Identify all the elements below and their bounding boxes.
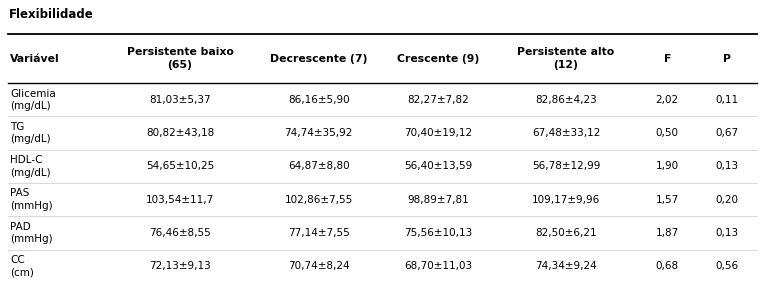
Text: 67,48±33,12: 67,48±33,12	[532, 128, 600, 138]
Text: 103,54±11,7: 103,54±11,7	[146, 195, 214, 205]
Text: 0,13: 0,13	[715, 228, 739, 238]
Text: 82,50±6,21: 82,50±6,21	[535, 228, 597, 238]
Text: 109,17±9,96: 109,17±9,96	[532, 195, 600, 205]
Text: 0,50: 0,50	[656, 128, 679, 138]
Text: 70,40±19,12: 70,40±19,12	[405, 128, 473, 138]
Text: Flexibilidade: Flexibilidade	[9, 8, 94, 21]
Text: F: F	[664, 54, 671, 63]
Text: 0,68: 0,68	[656, 261, 679, 271]
Text: 1,90: 1,90	[656, 161, 679, 171]
Text: PAD
(mmHg): PAD (mmHg)	[10, 222, 53, 244]
Text: 77,14±7,55: 77,14±7,55	[288, 228, 349, 238]
Text: Glicemia
(mg/dL): Glicemia (mg/dL)	[10, 89, 56, 111]
Text: 76,46±8,55: 76,46±8,55	[149, 228, 211, 238]
Text: 70,74±8,24: 70,74±8,24	[288, 261, 349, 271]
Text: 64,87±8,80: 64,87±8,80	[288, 161, 349, 171]
Text: 80,82±43,18: 80,82±43,18	[146, 128, 214, 138]
Text: PAS
(mmHg): PAS (mmHg)	[10, 188, 53, 211]
Text: 74,74±35,92: 74,74±35,92	[285, 128, 353, 138]
Text: 56,78±12,99: 56,78±12,99	[532, 161, 600, 171]
Text: Persistente alto
(12): Persistente alto (12)	[517, 47, 615, 70]
Text: 54,65±10,25: 54,65±10,25	[146, 161, 214, 171]
Text: 0,56: 0,56	[715, 261, 739, 271]
Text: Crescente (9): Crescente (9)	[397, 54, 479, 63]
Text: TG
(mg/dL): TG (mg/dL)	[10, 122, 50, 144]
Text: 56,40±13,59: 56,40±13,59	[405, 161, 473, 171]
Text: 0,13: 0,13	[715, 161, 739, 171]
Text: 1,87: 1,87	[656, 228, 679, 238]
Text: 72,13±9,13: 72,13±9,13	[149, 261, 211, 271]
Text: 2,02: 2,02	[656, 95, 679, 105]
Text: 98,89±7,81: 98,89±7,81	[408, 195, 470, 205]
Text: HDL-C
(mg/dL): HDL-C (mg/dL)	[10, 155, 50, 178]
Text: 74,34±9,24: 74,34±9,24	[535, 261, 597, 271]
Text: 68,70±11,03: 68,70±11,03	[405, 261, 473, 271]
Text: 81,03±5,37: 81,03±5,37	[149, 95, 211, 105]
Text: 86,16±5,90: 86,16±5,90	[288, 95, 349, 105]
Text: P: P	[723, 54, 731, 63]
Text: 1,57: 1,57	[656, 195, 679, 205]
Text: Decrescente (7): Decrescente (7)	[270, 54, 368, 63]
Text: Persistente baixo
(65): Persistente baixo (65)	[126, 47, 234, 70]
Text: 0,11: 0,11	[715, 95, 739, 105]
Text: 102,86±7,55: 102,86±7,55	[285, 195, 353, 205]
Text: 0,20: 0,20	[715, 195, 739, 205]
Text: 82,27±7,82: 82,27±7,82	[408, 95, 470, 105]
Text: 75,56±10,13: 75,56±10,13	[405, 228, 473, 238]
Text: 0,67: 0,67	[715, 128, 739, 138]
Text: CC
(cm): CC (cm)	[10, 255, 33, 277]
Text: 82,86±4,23: 82,86±4,23	[535, 95, 597, 105]
Text: Variável: Variável	[10, 54, 59, 63]
